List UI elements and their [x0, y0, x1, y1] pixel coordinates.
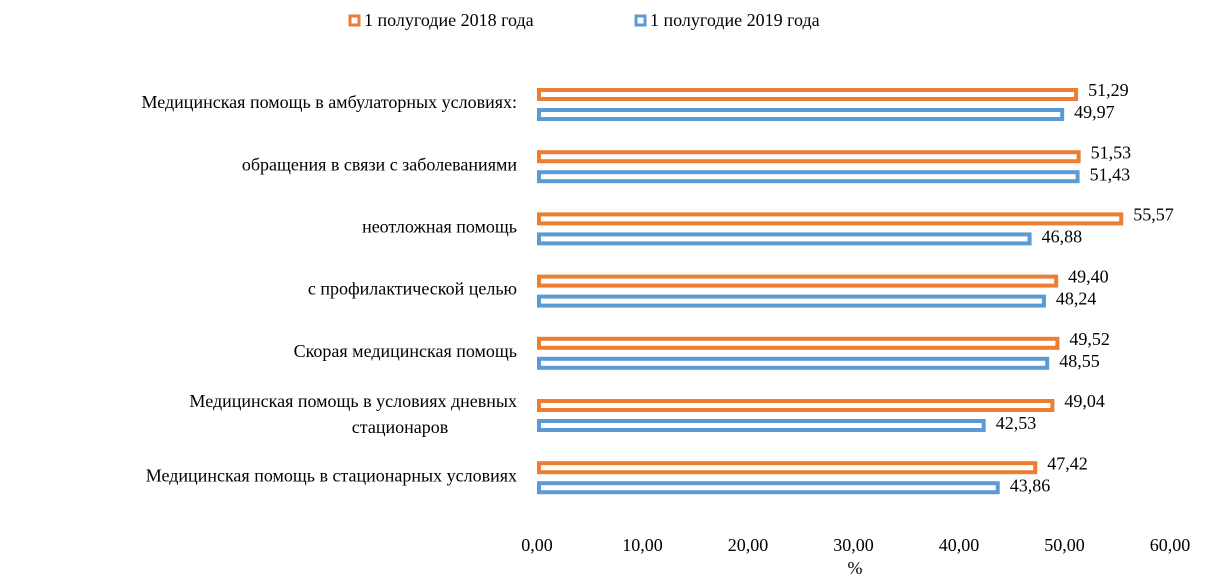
category-label: Медицинская помощь в стационарных услови… — [146, 465, 517, 485]
value-label: 48,24 — [1056, 289, 1097, 309]
value-label: 51,29 — [1088, 80, 1129, 100]
value-label: 51,53 — [1091, 142, 1132, 162]
bar — [537, 419, 986, 432]
x-axis-label: % — [848, 558, 863, 578]
x-tick-label: 10,00 — [622, 535, 663, 555]
category-label: Медицинская помощь в амбулаторных услови… — [142, 92, 518, 112]
value-label: 51,43 — [1090, 164, 1131, 184]
category-label: с профилактической целью — [308, 279, 517, 299]
legend-swatch — [348, 14, 361, 27]
x-tick-label: 20,00 — [728, 535, 769, 555]
x-tick-label: 0,00 — [521, 535, 553, 555]
bar — [537, 399, 1055, 412]
bar — [537, 461, 1038, 475]
category-label: обращения в связи с заболеваниями — [242, 154, 517, 174]
bar — [537, 481, 1000, 495]
x-tick-label: 50,00 — [1044, 535, 1085, 555]
legend-label: 1 полугодие 2018 года — [364, 10, 534, 30]
x-tick-label: 40,00 — [939, 535, 980, 555]
bar — [537, 232, 1032, 246]
value-label: 46,88 — [1042, 227, 1083, 247]
value-label: 49,97 — [1074, 102, 1115, 122]
bar — [537, 336, 1060, 350]
bar — [537, 356, 1050, 370]
value-label: 42,53 — [996, 413, 1037, 433]
category-label: неотложная помощь — [362, 217, 517, 237]
bar — [537, 294, 1046, 308]
value-label: 43,86 — [1010, 475, 1051, 495]
bar — [537, 274, 1059, 288]
value-label: 47,42 — [1047, 453, 1088, 473]
category-label: Медицинская помощь в условиях дневных ста… — [189, 391, 517, 437]
value-label: 55,57 — [1133, 205, 1174, 225]
bar — [537, 108, 1065, 121]
x-tick-label: 60,00 — [1150, 535, 1191, 555]
x-tick-label: 30,00 — [833, 535, 874, 555]
value-label: 49,52 — [1069, 329, 1110, 349]
value-label: 48,55 — [1059, 351, 1100, 371]
value-label: 49,40 — [1068, 267, 1109, 287]
bar — [537, 150, 1081, 164]
bar — [537, 170, 1080, 184]
category-label: Скорая медицинская помощь — [294, 341, 517, 361]
legend-label: 1 полугодие 2019 года — [650, 10, 820, 30]
bar — [537, 88, 1079, 101]
legend-swatch — [634, 14, 647, 27]
value-label: 49,04 — [1064, 391, 1105, 411]
bar — [537, 212, 1124, 226]
